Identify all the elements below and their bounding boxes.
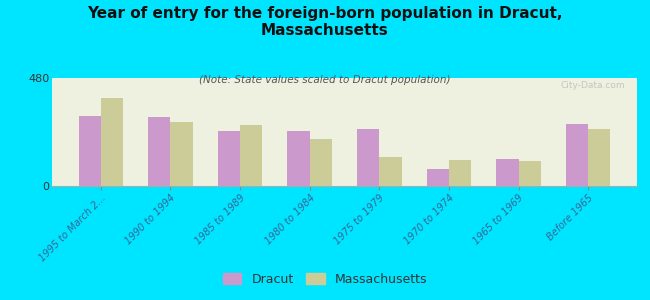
Bar: [588, 129, 610, 186]
Bar: [449, 160, 471, 186]
Bar: [309, 139, 332, 186]
Bar: [380, 157, 402, 186]
Bar: [240, 125, 263, 186]
Bar: [101, 98, 123, 186]
Bar: [496, 159, 519, 186]
Bar: [170, 122, 193, 186]
Legend: Dracut, Massachusetts: Dracut, Massachusetts: [218, 268, 432, 291]
Bar: [79, 116, 101, 186]
Bar: [218, 131, 240, 186]
Bar: [148, 117, 170, 186]
Bar: [426, 169, 449, 186]
Text: Year of entry for the foreign-born population in Dracut,
Massachusetts: Year of entry for the foreign-born popul…: [87, 6, 563, 38]
Text: City-Data.com: City-Data.com: [561, 81, 625, 90]
Text: (Note: State values scaled to Dracut population): (Note: State values scaled to Dracut pop…: [200, 75, 450, 85]
Bar: [519, 161, 541, 186]
Bar: [287, 131, 309, 186]
Bar: [566, 124, 588, 186]
Bar: [357, 129, 380, 186]
